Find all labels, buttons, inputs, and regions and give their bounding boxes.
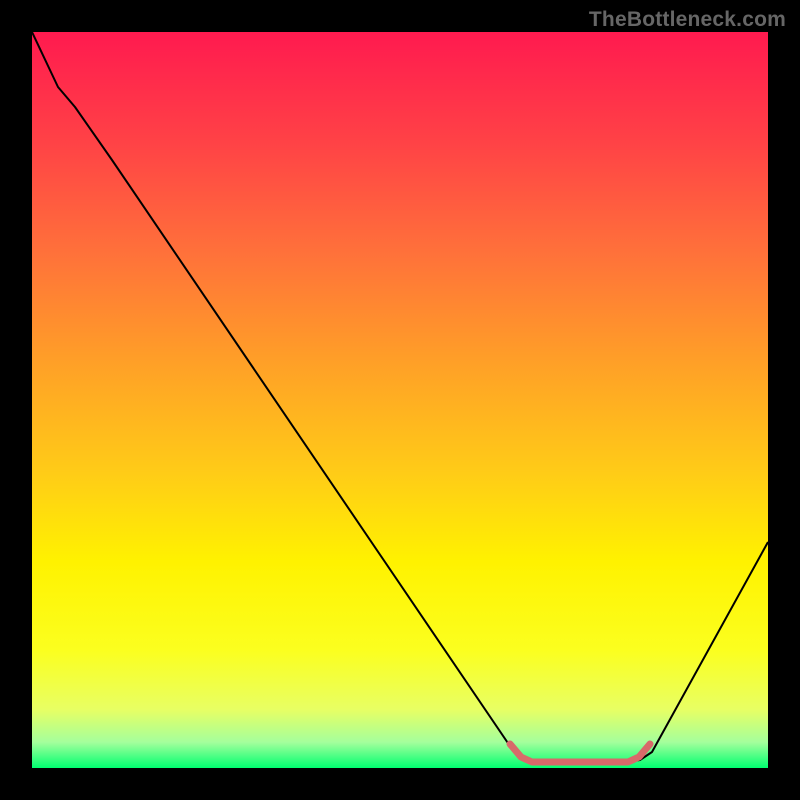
plot-area: [32, 32, 768, 768]
watermark-text: TheBottleneck.com: [589, 8, 786, 32]
gradient-background: [32, 32, 768, 768]
plot-svg: [32, 32, 768, 768]
chart-container: TheBottleneck.com: [0, 0, 800, 800]
